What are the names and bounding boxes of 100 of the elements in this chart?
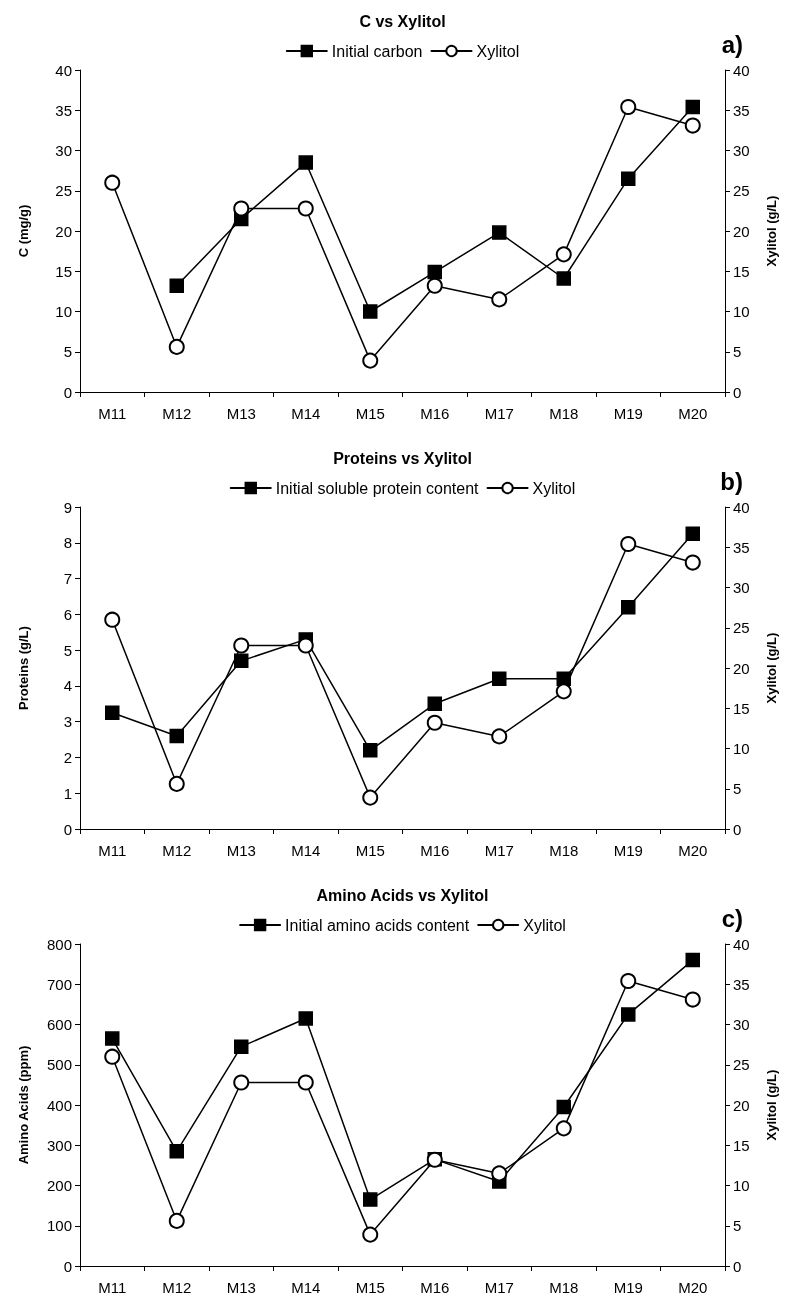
legend-label: Initial amino acids content [285, 916, 470, 934]
x-tick-label: M13 [226, 842, 256, 859]
y2-tick-label: 30 [733, 142, 750, 159]
y2-tick-label: 35 [733, 975, 750, 993]
point [620, 99, 637, 116]
x-tick-label: M18 [549, 1279, 579, 1296]
x-tick-label: M16 [420, 842, 450, 859]
y2-tick-label: 20 [733, 1096, 750, 1114]
y-tick-label: 100 [46, 1217, 72, 1235]
y2-tick-label: 40 [733, 61, 750, 79]
y-tick-label: 0 [63, 383, 72, 401]
point [556, 1099, 571, 1115]
y2-tick-label: 0 [733, 820, 742, 838]
y2-tick-label: 10 [733, 740, 750, 757]
point [684, 991, 701, 1008]
point [234, 653, 249, 669]
y-tick-label: 35 [55, 101, 72, 119]
point [491, 291, 508, 308]
y-axis-title: Amino Acids (ppm) [16, 1045, 31, 1165]
x-tick-label: M15 [355, 1279, 385, 1296]
y-tick-label: 9 [63, 498, 72, 516]
y-tick-label: 40 [55, 61, 72, 79]
point [620, 536, 637, 553]
y-tick-label: 5 [63, 343, 72, 361]
point [168, 775, 185, 792]
x-tick-label: M18 [549, 842, 579, 859]
y-tick-label: 600 [46, 1016, 72, 1033]
y2-tick-label: 5 [733, 343, 742, 361]
x-tick-label: M14 [291, 1279, 321, 1296]
point [362, 352, 379, 369]
point [685, 952, 700, 968]
x-tick-label: M20 [678, 405, 708, 422]
legend-label: Xylitol [523, 916, 566, 934]
point [491, 1165, 508, 1182]
legend-label: Initial soluble protein content [275, 479, 480, 497]
point [555, 246, 572, 263]
x-tick-label: M17 [484, 1279, 514, 1296]
y-tick-label: 0 [63, 820, 72, 838]
y-tick-label: 800 [46, 935, 72, 953]
y-tick-label: 10 [55, 303, 72, 320]
point [297, 637, 314, 654]
point [297, 200, 314, 217]
y-tick-label: 2 [63, 748, 72, 766]
x-tick-label: M14 [291, 842, 321, 859]
x-tick-label: M13 [226, 405, 256, 422]
x-tick-label: M16 [420, 1279, 450, 1296]
y-tick-label: 8 [63, 534, 72, 552]
y-tick-label: 1 [63, 784, 72, 802]
y2-tick-label: 5 [733, 780, 742, 798]
y2-tick-label: 5 [733, 1217, 742, 1235]
y2-tick-label: 35 [733, 538, 750, 556]
y2-tick-label: 15 [733, 1136, 750, 1154]
x-tick-label: M12 [162, 842, 192, 859]
y2-tick-label: 0 [733, 1257, 742, 1275]
point [556, 671, 571, 686]
point [233, 1074, 250, 1091]
point [685, 99, 700, 115]
y-tick-label: 6 [63, 605, 72, 623]
legend-label: Initial carbon [331, 42, 423, 60]
x-tick-label: M19 [613, 405, 643, 422]
y-tick-label: 700 [46, 975, 72, 993]
point [104, 611, 121, 628]
point [104, 174, 121, 191]
y2-tick-label: 20 [733, 659, 750, 677]
point [233, 200, 250, 217]
y-tick-label: 30 [55, 142, 72, 159]
x-tick-label: M11 [98, 1279, 127, 1296]
point [105, 1031, 120, 1046]
point [363, 1192, 378, 1207]
x-tick-label: M14 [291, 405, 321, 422]
y2-axis-title: Xylitol (g/L) [764, 195, 779, 267]
point [298, 1011, 313, 1026]
point [620, 973, 637, 990]
y-tick-label: 200 [46, 1177, 72, 1194]
point [555, 1120, 572, 1137]
x-tick-label: M13 [226, 1279, 256, 1296]
point [169, 728, 184, 744]
y2-tick-label: 30 [733, 1016, 750, 1033]
point [492, 671, 507, 686]
point [555, 683, 572, 700]
y-tick-label: 0 [63, 1257, 72, 1275]
y-tick-label: 4 [63, 677, 72, 695]
point [168, 1212, 185, 1229]
point [104, 1048, 121, 1065]
y-tick-label: 300 [46, 1136, 72, 1154]
point [297, 1074, 314, 1091]
x-tick-label: M20 [678, 1279, 708, 1296]
point [362, 1226, 379, 1243]
point [427, 696, 442, 712]
x-tick-label: M19 [613, 1279, 643, 1296]
y2-tick-label: 15 [733, 699, 750, 717]
x-tick-label: M11 [98, 405, 127, 422]
legend-label: Xylitol [532, 479, 576, 497]
y2-tick-label: 10 [733, 1177, 750, 1194]
point [427, 264, 442, 280]
y-axis-title: Proteins (g/L) [16, 626, 31, 710]
y2-tick-label: 0 [733, 383, 742, 401]
point [621, 171, 636, 186]
x-tick-label: M12 [162, 1279, 192, 1296]
y-tick-label: 7 [63, 570, 72, 588]
